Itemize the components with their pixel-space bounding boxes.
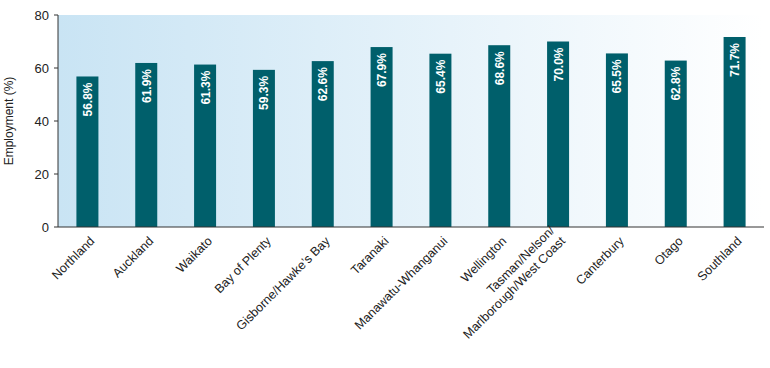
- x-axis: [58, 227, 764, 228]
- bar: [194, 65, 216, 227]
- x-tick-label: Northland: [49, 234, 97, 282]
- bar: [135, 63, 157, 227]
- x-tick-label: Gisborne/Hawke’s Bay: [234, 234, 334, 334]
- bar: [76, 76, 98, 227]
- data-label: 67.9%: [375, 53, 389, 87]
- y-tick-label: 0: [42, 220, 49, 235]
- bar: [606, 53, 628, 227]
- bar: [547, 42, 569, 228]
- data-label: 62.6%: [316, 67, 330, 101]
- data-label: 70.0%: [552, 47, 566, 81]
- bars: [76, 37, 745, 227]
- bar: [429, 54, 451, 227]
- y-tick: [54, 174, 58, 175]
- bar: [488, 45, 510, 227]
- data-label: 71.7%: [728, 43, 742, 77]
- data-label: 65.4%: [434, 59, 448, 93]
- y-axis-title: Employment (%): [2, 77, 16, 166]
- data-label: 65.5%: [610, 59, 624, 93]
- bar: [312, 61, 334, 227]
- y-tick-label: 60: [35, 61, 49, 76]
- data-label: 62.8%: [669, 66, 683, 100]
- x-tick-label: Taranaki: [348, 234, 391, 277]
- data-label: 61.3%: [199, 70, 213, 104]
- data-label: 68.6%: [493, 51, 507, 85]
- y-tick: [54, 68, 58, 69]
- y-tick: [54, 121, 58, 122]
- x-tick-label: Manawatu-Whanganui: [352, 234, 450, 332]
- bar: [724, 37, 746, 227]
- x-tick-label: Otago: [652, 234, 686, 268]
- plot-background: [58, 15, 764, 227]
- bar: [371, 47, 393, 227]
- chart: 0 20 40 60 80 Employment (%) 56.8% 61.9% 61.3% 59…: [0, 0, 770, 368]
- x-tick-label: Southland: [695, 234, 745, 284]
- data-label: 56.8%: [81, 82, 95, 116]
- bar: [665, 61, 687, 227]
- data-label: 61.9%: [140, 69, 154, 103]
- y-tick-label: 80: [35, 8, 49, 23]
- x-tick-label: Auckland: [110, 234, 156, 280]
- y-tick-label: 20: [35, 167, 49, 182]
- x-tick-label: Tasman/Nelson/Marlborough/West Coast: [450, 223, 568, 341]
- data-label: 59.3%: [257, 76, 271, 110]
- x-tick-label: Waikato: [174, 234, 216, 276]
- y-tick: [54, 15, 58, 16]
- bar: [253, 70, 275, 227]
- x-tick-label: Canterbury: [573, 234, 627, 288]
- y-tick: [54, 227, 58, 228]
- y-axis: [58, 15, 59, 227]
- y-tick-label: 40: [35, 114, 49, 129]
- x-tick-label: Bay of Plenty: [212, 234, 275, 297]
